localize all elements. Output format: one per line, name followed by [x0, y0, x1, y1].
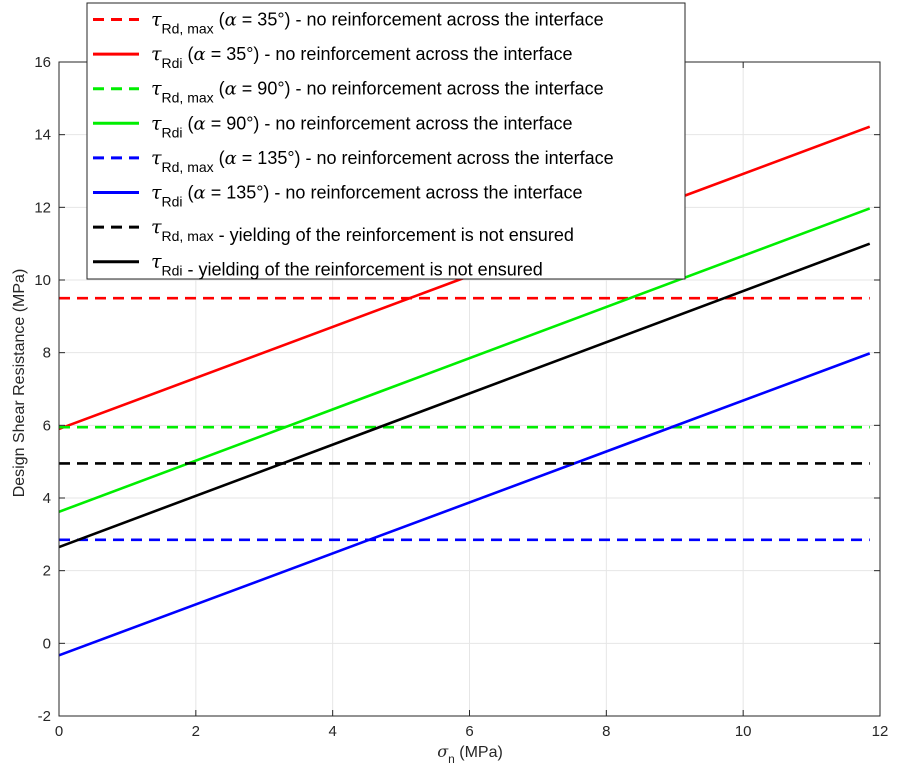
- legend-symbol: τ: [151, 147, 162, 169]
- legend-description: - yielding of the reinforcement is not e…: [214, 225, 574, 245]
- legend-subscript: Rd, max: [162, 90, 214, 106]
- x-tick-label: 8: [602, 723, 610, 740]
- legend-description: = 135°) - no reinforcement across the in…: [206, 183, 583, 203]
- legend-prefix: (: [183, 183, 194, 203]
- legend-prefix: (: [214, 148, 225, 168]
- legend-entry-7: τRd, max - yielding of the reinforcement…: [151, 216, 574, 245]
- legend-description: = 135°) - no reinforcement across the in…: [237, 148, 614, 168]
- y-tick-label: 4: [43, 490, 51, 507]
- legend-symbol: τ: [151, 78, 162, 100]
- y-tick-label: 6: [43, 417, 51, 434]
- legend-description: = 35°) - no reinforcement across the int…: [237, 10, 604, 30]
- x-axis-label: σn (MPa): [437, 742, 503, 766]
- legend-symbol: τ: [151, 182, 162, 204]
- legend-description: = 35°) - no reinforcement across the int…: [206, 44, 573, 64]
- legend-entry-2: τRdi (α = 35°) - no reinforcement across…: [151, 43, 573, 71]
- legend-subscript: Rdi: [162, 55, 183, 71]
- legend-subscript: Rd, max: [162, 21, 214, 37]
- legend-entry-4: τRdi (α = 90°) - no reinforcement across…: [151, 112, 573, 140]
- legend-alpha: α: [194, 183, 206, 204]
- legend-subscript: Rd, max: [162, 159, 214, 175]
- y-tick-label: 8: [43, 345, 51, 362]
- legend-prefix: (: [183, 113, 194, 133]
- series-line-8: [58, 242, 871, 549]
- series-line-4: [58, 207, 871, 514]
- legend-description: - yielding of the reinforcement is not e…: [183, 260, 543, 280]
- legend-alpha: α: [194, 44, 206, 65]
- y-tick-label: 14: [34, 127, 51, 144]
- x-tick-label: 12: [872, 723, 889, 740]
- legend-prefix: (: [183, 44, 194, 64]
- x-tick-label: 10: [735, 723, 752, 740]
- legend-entry-1: τRd, max (α = 35°) - no reinforcement ac…: [151, 9, 604, 37]
- y-tick-label: 2: [43, 563, 51, 580]
- legend-box: [86, 2, 686, 280]
- y-axis-label: Design Shear Resistance (MPa): [11, 269, 28, 498]
- legend-prefix: (: [214, 79, 225, 99]
- x-tick-label: 0: [55, 723, 63, 740]
- legend-prefix: (: [214, 10, 225, 30]
- y-tick-label: 12: [34, 199, 51, 216]
- legend-alpha: α: [225, 79, 237, 100]
- y-tick-label: -2: [38, 708, 51, 725]
- x-axis-subscript: n: [448, 752, 455, 766]
- legend-items: τRd, max (α = 35°) - no reinforcement ac…: [93, 9, 614, 280]
- legend-entry-8: τRdi - yielding of the reinforcement is …: [151, 251, 543, 280]
- legend-symbol: τ: [151, 216, 162, 238]
- legend-symbol: τ: [151, 9, 162, 31]
- y-tick-label: 0: [43, 635, 51, 652]
- legend-entry-6: τRdi (α = 135°) - no reinforcement acros…: [151, 182, 583, 210]
- x-axis-symbol: σ: [437, 742, 449, 761]
- y-tick-label: 10: [34, 272, 51, 289]
- legend-symbol: τ: [151, 43, 162, 65]
- legend-alpha: α: [225, 10, 237, 31]
- legend-entry-5: τRd, max (α = 135°) - no reinforcement a…: [151, 147, 614, 175]
- legend-description: = 90°) - no reinforcement across the int…: [206, 113, 573, 133]
- legend-description: = 90°) - no reinforcement across the int…: [237, 79, 604, 99]
- legend-alpha: α: [194, 113, 206, 134]
- x-axis-unit: (MPa): [455, 744, 503, 761]
- legend-symbol: τ: [151, 112, 162, 134]
- x-tick-label: 4: [328, 723, 336, 740]
- legend: τRd, max (α = 35°) - no reinforcement ac…: [86, 2, 686, 280]
- series-line-6: [58, 352, 871, 657]
- x-tick-label: 6: [465, 723, 473, 740]
- legend-subscript: Rd, max: [162, 228, 214, 244]
- y-tick-label: 16: [34, 54, 51, 71]
- legend-subscript: Rdi: [162, 194, 183, 210]
- legend-symbol: τ: [151, 251, 162, 273]
- legend-subscript: Rdi: [162, 124, 183, 140]
- legend-entry-3: τRd, max (α = 90°) - no reinforcement ac…: [151, 78, 604, 106]
- x-tick-label: 2: [192, 723, 200, 740]
- legend-subscript: Rdi: [162, 263, 183, 279]
- legend-alpha: α: [225, 148, 237, 169]
